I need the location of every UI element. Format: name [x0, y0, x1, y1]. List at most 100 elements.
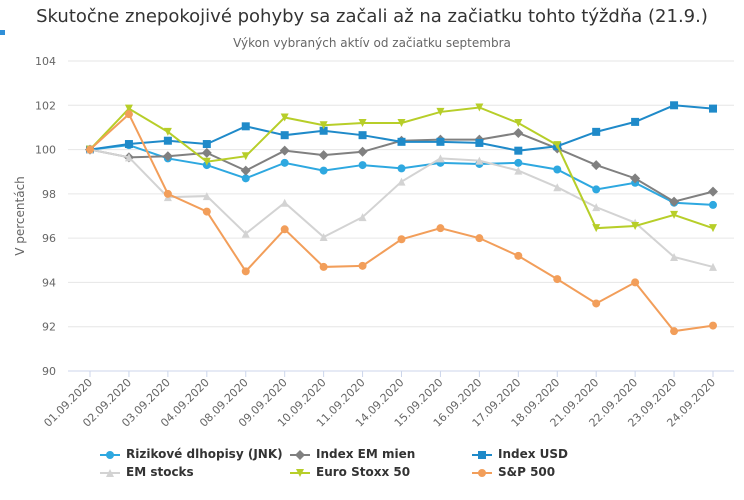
series-lines — [85, 101, 718, 336]
legend-symbol — [472, 468, 492, 477]
chart-subtitle: Výkon vybraných aktív od začiatku septem… — [233, 36, 511, 50]
data-point — [163, 127, 172, 136]
data-point — [514, 119, 523, 127]
data-point — [670, 101, 679, 110]
data-point — [358, 161, 367, 170]
data-point — [553, 183, 562, 192]
data-point — [202, 207, 211, 216]
legend-label: Index USD — [498, 447, 569, 461]
data-point — [241, 174, 250, 183]
data-point — [358, 119, 367, 127]
data-point — [163, 136, 172, 145]
data-point — [241, 229, 250, 238]
data-point — [319, 166, 328, 175]
legend-item[interactable]: Index USD — [472, 447, 568, 461]
data-point — [124, 153, 133, 162]
y-axis-ticks: 90 92 94 96 98 100 102 104 — [35, 55, 56, 378]
legend-label: Index EM mien — [316, 447, 416, 461]
data-point — [553, 165, 562, 174]
legend-symbol — [100, 450, 120, 459]
y-tick-label: 94 — [42, 276, 56, 289]
data-point — [397, 177, 406, 186]
data-point — [358, 213, 367, 222]
legend-marker — [296, 468, 304, 477]
legend-symbol — [290, 468, 310, 477]
data-point — [86, 145, 94, 154]
data-point — [397, 235, 406, 244]
data-point — [163, 189, 172, 198]
data-point — [201, 147, 212, 158]
series-5 — [86, 103, 717, 233]
legend-item[interactable]: Index EM mien — [290, 447, 415, 461]
data-point — [513, 127, 524, 138]
series-6 — [86, 110, 717, 336]
data-point — [709, 104, 717, 113]
y-tick-label: 92 — [42, 321, 56, 334]
data-point — [591, 160, 602, 171]
data-point — [280, 198, 289, 207]
data-point — [514, 166, 523, 175]
data-point — [709, 200, 717, 209]
data-point — [514, 146, 523, 155]
legend-item[interactable]: Euro Stoxx 50 — [290, 465, 410, 479]
series-4 — [86, 145, 717, 271]
legend-item[interactable]: Rizikové dlhopisy (JNK) — [100, 447, 283, 461]
data-point — [475, 156, 484, 165]
data-point — [240, 165, 251, 176]
data-point — [670, 252, 679, 261]
data-point — [475, 103, 484, 112]
data-point — [436, 107, 445, 116]
data-point — [397, 164, 406, 173]
legend-item[interactable]: EM stocks — [100, 465, 194, 479]
legend-marker — [106, 468, 114, 477]
data-point — [436, 137, 445, 146]
data-point — [709, 262, 717, 271]
data-point — [708, 186, 718, 197]
data-point — [592, 224, 601, 233]
data-point — [280, 131, 289, 140]
legend-label: Euro Stoxx 50 — [316, 465, 411, 479]
data-point — [124, 104, 133, 113]
data-point — [319, 121, 328, 130]
data-point — [241, 267, 250, 276]
legend-marker — [478, 468, 486, 477]
data-point — [202, 140, 211, 149]
y-tick-label: 102 — [35, 99, 56, 112]
data-point — [162, 151, 173, 162]
data-point — [319, 126, 328, 135]
data-point — [241, 152, 250, 161]
data-point — [670, 327, 679, 336]
data-point — [514, 251, 523, 260]
legend-symbol — [290, 449, 310, 460]
data-point — [279, 145, 290, 156]
data-point — [709, 224, 717, 233]
data-point — [553, 141, 562, 150]
data-point — [709, 321, 717, 330]
data-point — [670, 210, 679, 219]
accent-marker — [0, 30, 5, 35]
y-tick-label: 100 — [35, 144, 56, 157]
legend-label: Rizikové dlhopisy (JNK) — [126, 447, 283, 461]
data-point — [124, 110, 133, 119]
y-tick-label: 98 — [42, 188, 56, 201]
data-point — [319, 262, 328, 271]
data-point — [475, 138, 484, 147]
y-axis-label: V percentách — [13, 176, 27, 256]
data-point — [319, 233, 328, 242]
legend-label: S&P 500 — [498, 465, 556, 479]
data-point — [592, 203, 601, 212]
data-point — [592, 185, 601, 194]
data-point — [280, 113, 289, 122]
data-point — [318, 150, 329, 161]
data-point — [358, 131, 367, 140]
data-point — [358, 261, 367, 270]
data-point — [397, 119, 406, 127]
data-point — [630, 173, 641, 184]
data-point — [631, 117, 640, 126]
data-point — [669, 196, 680, 207]
series-3 — [86, 101, 717, 155]
legend-item[interactable]: S&P 500 — [472, 465, 555, 479]
data-point — [436, 154, 445, 163]
